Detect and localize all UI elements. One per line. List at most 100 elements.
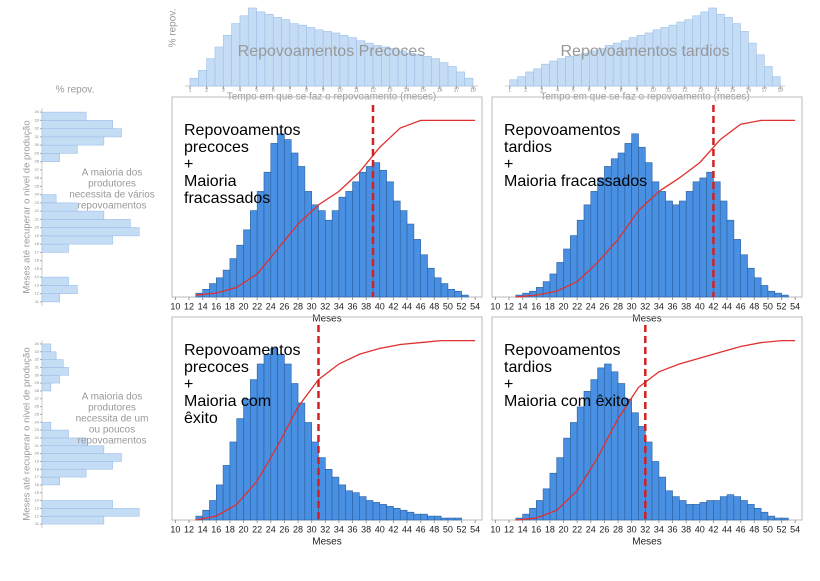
x-axis-label: Meses — [312, 314, 341, 325]
bar — [576, 219, 585, 298]
bar — [189, 77, 199, 87]
bar — [352, 181, 360, 298]
y-tick-label: 12 — [35, 513, 40, 518]
x-tick-label: 14 — [198, 524, 208, 534]
bar — [413, 513, 421, 521]
x-tick-label: 11 — [354, 87, 359, 93]
bar — [557, 58, 566, 87]
bar — [41, 227, 140, 237]
bar — [41, 210, 105, 220]
bar — [393, 507, 401, 521]
bar — [393, 200, 401, 298]
x-tick-label: 30 — [627, 524, 637, 534]
y-tick-label: 23 — [35, 427, 40, 432]
x-tick-label: 30 — [627, 301, 637, 311]
bar — [304, 422, 312, 521]
bar — [420, 513, 428, 521]
x-tick-label: 44 — [722, 301, 732, 311]
x-tick-label: 22 — [572, 524, 582, 534]
annotation: fracassados — [184, 190, 270, 207]
bar — [41, 235, 113, 245]
bar — [379, 504, 387, 521]
bar — [638, 146, 646, 298]
bar — [706, 500, 714, 521]
bar — [41, 359, 64, 368]
x-tick-label: 32 — [640, 301, 650, 311]
bar — [542, 281, 551, 298]
bar — [256, 191, 265, 298]
bar — [576, 406, 585, 521]
x-tick-label: 24 — [586, 524, 596, 534]
bar — [41, 421, 52, 431]
bar — [685, 504, 694, 521]
x-tick-label: 16 — [746, 87, 752, 93]
y-tick-label: 11 — [35, 299, 40, 304]
y-tick-label: 22 — [35, 435, 40, 440]
y-tick-label: 31 — [35, 134, 40, 139]
bar — [692, 181, 701, 298]
y-tick-label: 15 — [35, 490, 40, 495]
bar — [597, 367, 605, 521]
bar — [41, 153, 60, 162]
y-tick-label: 34 — [35, 109, 40, 114]
bar — [41, 120, 113, 129]
annotation: precoces — [184, 359, 249, 376]
x-tick-label: 10 — [170, 524, 180, 534]
annotation: Maioria — [184, 173, 237, 190]
y-tick-label: 17 — [35, 474, 40, 479]
y-tick-label: 30 — [35, 372, 40, 377]
bar — [447, 66, 457, 87]
x-tick-label: 5 — [255, 87, 258, 93]
x-tick-label: 20 — [559, 301, 569, 311]
bar — [509, 79, 519, 87]
y-tick-label: 27 — [35, 396, 40, 401]
annotation: A maioria dos — [82, 168, 143, 179]
bar — [202, 289, 210, 298]
x-tick-label: 42 — [388, 301, 398, 311]
bar — [406, 223, 415, 298]
bar — [740, 500, 748, 521]
x-axis-label: % repov. — [56, 85, 95, 96]
y-tick-label: 15 — [35, 266, 40, 271]
bar — [549, 273, 558, 298]
x-tick-label: 22 — [252, 524, 262, 534]
bar — [774, 517, 782, 521]
bar — [754, 277, 762, 298]
bar — [733, 496, 741, 521]
bar — [456, 71, 465, 87]
bar — [699, 177, 707, 298]
annotation: êxito — [184, 410, 218, 427]
bar — [658, 191, 667, 298]
annotation: Repovoamentos — [504, 122, 621, 139]
y-tick-label: 12 — [35, 291, 40, 296]
x-tick-label: 40 — [695, 301, 705, 311]
bar — [719, 200, 728, 298]
y-tick-label: 24 — [35, 192, 40, 197]
bar — [209, 283, 217, 298]
x-tick-label: 40 — [695, 524, 705, 534]
bar — [733, 239, 741, 298]
bar — [431, 58, 441, 87]
bar — [270, 143, 278, 298]
bar — [651, 181, 660, 298]
x-tick-label: 12 — [504, 524, 514, 534]
x-axis-label: Meses — [632, 537, 661, 548]
bar — [440, 517, 449, 521]
annotation: necessita de vários — [69, 190, 155, 201]
y-tick-label: 11 — [35, 521, 40, 526]
x-tick-label: 32 — [320, 524, 330, 534]
x-tick-label: 11 — [666, 87, 671, 93]
x-tick-label: 3 — [540, 87, 543, 93]
bar — [41, 453, 122, 462]
bar — [781, 294, 789, 298]
bar — [767, 515, 776, 521]
y-tick-label: 19 — [35, 458, 40, 463]
y-tick-label: 14 — [35, 274, 40, 279]
x-tick-label: 46 — [736, 301, 746, 311]
annotation: Repovoamentos — [504, 342, 621, 359]
bar — [726, 219, 735, 298]
x-tick-label: 12 — [370, 87, 376, 93]
x-tick-label: 50 — [763, 524, 773, 534]
annotation: + — [184, 376, 193, 393]
x-tick-label: 5 — [572, 87, 575, 93]
